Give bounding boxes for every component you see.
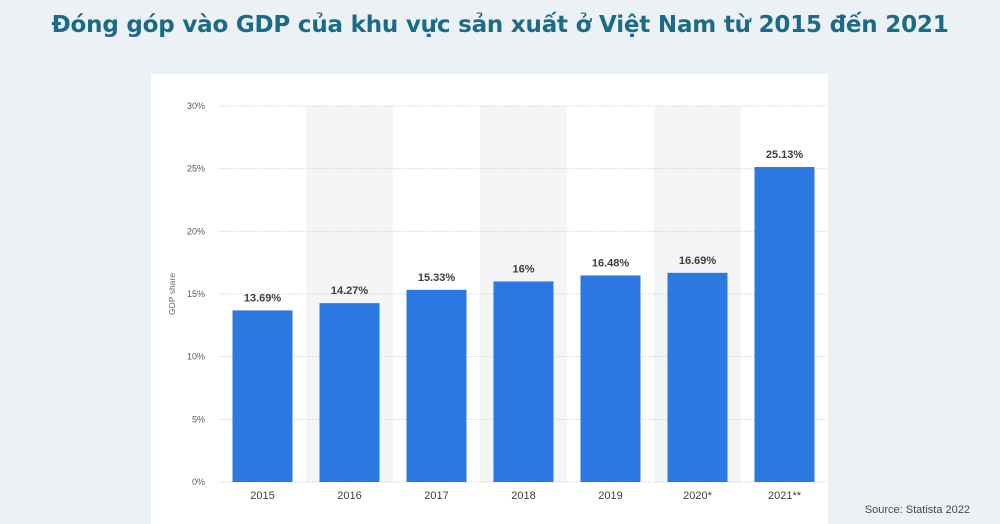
chart-title: Đóng góp vào GDP của khu vực sản xuất ở … [51,12,949,38]
data-label: 16.69% [679,255,717,267]
x-tick-label: 2017 [424,490,448,502]
data-label: 16.48% [592,257,630,269]
y-tick-label: 30% [187,101,205,111]
bar-2018 [493,281,554,482]
data-label: 14.27% [331,285,369,297]
data-label: 25.13% [766,149,804,161]
bar-2016 [319,303,380,482]
bar-chart: 0% 5% 10% 15% 20% 25% 30% GDP share 13.69% 2015 14… [167,101,828,502]
data-label: 16% [512,263,534,275]
source-note: Source: Statista 2022 [864,504,970,516]
y-axis-title: GDP share [167,273,177,315]
chart-panel: 0% 5% 10% 15% 20% 25% 30% GDP share 13.69% 2015 14… [151,74,828,524]
bar-2019 [580,275,641,482]
bar-2020* [667,272,728,482]
bar-2021** [754,167,815,482]
x-tick-label: 2018 [511,490,535,502]
y-tick-label: 15% [187,289,205,299]
data-label: 15.33% [418,272,456,284]
y-tick-label: 10% [187,352,205,362]
y-tick-label: 25% [187,164,205,174]
data-label: 13.69% [244,292,282,304]
x-tick-label: 2021** [768,490,802,502]
x-tick-label: 2016 [337,490,361,502]
x-tick-label: 2019 [598,490,622,502]
bar-2017 [406,289,467,482]
x-tick-label: 2015 [250,490,274,502]
y-tick-label: 5% [192,414,205,424]
x-tick-label: 2020* [683,490,712,502]
y-tick-label: 0% [192,477,205,487]
y-tick-label: 20% [187,226,205,236]
bar-2015 [232,310,293,482]
